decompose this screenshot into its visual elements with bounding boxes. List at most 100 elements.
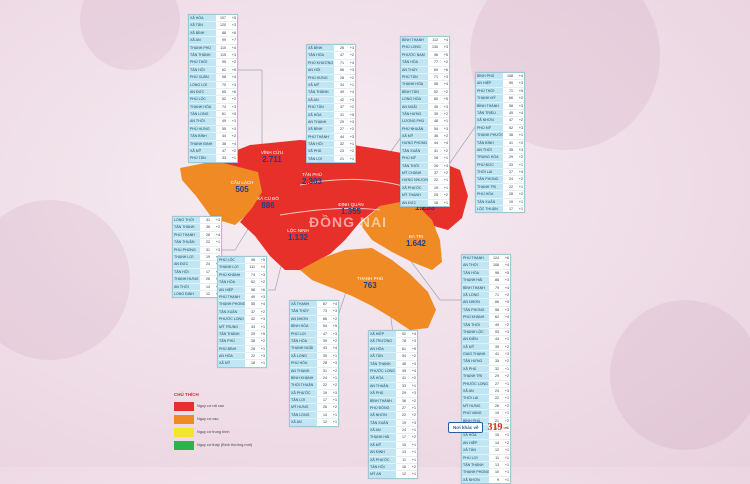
table-row: TÂN HÒA 39 +2 [290, 336, 338, 345]
table-row: PHÚ MỸ 52 +3 [476, 123, 524, 132]
ward-count: 35 [323, 353, 327, 358]
legend-item: Nguy cơ trung bình [174, 427, 254, 437]
table-row: AN HIỆP 90 +3 [476, 79, 524, 87]
ward-name: BÌNH THÀNH [369, 397, 396, 404]
table-row: XÃ HÒA 41 +2 [369, 374, 417, 382]
ward-count: 22 [509, 184, 513, 189]
ward-name: THẠNH ĐỊNH [189, 140, 216, 148]
table-row: XÃ HÒA 107 +5 [189, 15, 237, 22]
ward-name: XÃ MỸ [189, 148, 216, 155]
ward-count: 12 [206, 291, 210, 296]
ward-change: +3 [260, 294, 265, 299]
ward-change: +1 [518, 207, 523, 212]
ward-count: 47 [323, 331, 327, 336]
ward-count: 17 [206, 269, 210, 274]
ward-count: 88 [495, 278, 499, 283]
ward-count: 62 [251, 280, 255, 285]
ward-change: +1 [411, 457, 416, 462]
ward-count: 58 [434, 82, 438, 87]
ward-count: 22 [323, 383, 327, 388]
ward-name: PHÚ HÒA [290, 360, 317, 367]
table-row: BÌNH TÂN 52 +2 [401, 87, 449, 96]
map-region-thanh-phu [300, 248, 436, 330]
ward-count: 24 [509, 177, 513, 182]
ward-count: 29 [402, 391, 406, 396]
ward-change: +4 [411, 368, 416, 373]
ward-name: TÂN BÌNH [476, 139, 503, 146]
legend-item: Nguy cơ rất cao [174, 401, 254, 411]
ward-name: XÃ NHƠN [476, 117, 503, 124]
ward-name: AN ĐỨC [173, 261, 200, 268]
district-count: 2.303 [301, 177, 323, 186]
table-row: AN HỘI 56 +3 [307, 66, 355, 74]
district-count: 1.233 [414, 203, 436, 212]
ward-count: 48 [402, 361, 406, 366]
ward-change: +4 [231, 75, 236, 80]
ward-name: TÂN HỘI [307, 141, 334, 148]
ward-count: 49 [495, 322, 499, 327]
ward-count: 88 [222, 30, 226, 35]
ward-count: 28 [323, 361, 327, 366]
ward-table: XÃ BÌNH 26 +3 TÂN HÒA 47 +2 PHÚ KHƯƠNG 71 +4 AN H… [306, 44, 356, 164]
legend-item: Nguy cơ thấp (Bình thường mới) [174, 440, 254, 450]
ward-name: PHÚ ĐÔNG [369, 404, 396, 412]
ward-change: +4 [260, 302, 265, 307]
ward-change: +3 [504, 278, 509, 283]
table-row: TÂN PHONG 24 +2 [476, 175, 524, 183]
table-row: PHÚ KHÁNH 74 +3 [218, 270, 266, 279]
table-row: TÂN HÒA 77 +2 [401, 58, 449, 66]
table-row: AN NHƠN 66 +2 [290, 314, 338, 323]
ward-change: +1 [411, 450, 416, 455]
ward-name: TÂN XUÂN [476, 198, 503, 206]
table-row: TÂN THỚI 26 +3 [401, 161, 449, 170]
table-row: THẠNH PHONG 10 +1 [462, 468, 510, 476]
ward-count: 27 [495, 381, 499, 386]
other-places-count: 319 [487, 422, 503, 433]
ward-name: TRUNG HÒA [476, 154, 503, 161]
ward-name: PHÚ HƯNG [307, 74, 334, 81]
district-count: 1.355 [340, 207, 362, 216]
ward-change: +6 [260, 287, 265, 292]
ward-name: THỚI LAI [476, 169, 503, 176]
ward-count: 26 [251, 346, 255, 351]
ward-change: +2 [231, 134, 236, 139]
table-row: PHÚ KHƯƠNG 71 +4 [307, 58, 355, 67]
ward-name: PHÚ KHƯƠNG [307, 59, 334, 67]
table-row: AN ĐIỀN 44 +1 [462, 335, 510, 343]
ward-change: +3 [260, 272, 265, 277]
ward-count: 22 [434, 178, 438, 183]
table-row: TÂN THÀNH 13 +1 [462, 460, 510, 469]
ward-change: +1 [349, 142, 354, 147]
ward-name: PHƯỚC LONG [218, 316, 245, 323]
ward-name: XÃ PHƯỚC [290, 389, 317, 397]
table-row: TÂN HỘI 32 +1 [307, 140, 355, 148]
district-label-cau-lach: CẦU LÁCH 505 [222, 180, 262, 194]
ward-count: 49 [222, 119, 226, 124]
ward-count: 92 [402, 332, 406, 336]
table-row: BÌNH KHÁNH 24 +1 [290, 373, 338, 382]
ward-change: +4 [518, 110, 523, 115]
table-row: PHÚ HƯNG 28 +2 [307, 73, 355, 81]
ward-count: 96 [495, 270, 499, 275]
ward-count: 47 [340, 53, 344, 58]
ward-change: +1 [504, 433, 509, 438]
ward-change: +4 [231, 141, 236, 146]
ward-count: 48 [434, 119, 438, 124]
ward-change: +2 [332, 405, 337, 410]
ward-change: +5 [332, 324, 337, 329]
ward-name: XÃ TÂN [189, 22, 216, 29]
table-row: BÌNH PHÚ 108 +4 [476, 73, 524, 80]
ward-count: 35 [495, 359, 499, 364]
table-row: PHÚ TÂN 71 +3 [401, 72, 449, 81]
district-count: 2.711 [262, 155, 282, 164]
ward-count: 24 [206, 262, 210, 267]
ward-count: 36 [434, 134, 438, 139]
ward-name: AN ĐIỀN [462, 336, 489, 343]
table-row: XÃ MỸ 39 +2 [462, 342, 510, 351]
ward-change: +1 [332, 353, 337, 358]
table-row: PHÚ THỚI 71 +5 [476, 86, 524, 95]
table-row: PHÚ THẠNH 49 +3 [218, 292, 266, 301]
ward-change: +3 [349, 68, 354, 73]
ward-change: +2 [260, 339, 265, 344]
ward-change: +3 [349, 134, 354, 139]
